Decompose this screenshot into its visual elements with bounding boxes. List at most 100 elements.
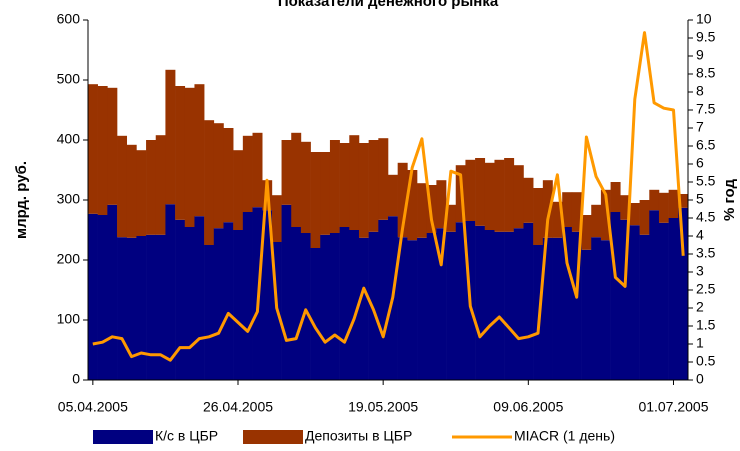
- y2-tick-label: 3: [696, 263, 704, 279]
- bar-segment: [494, 231, 505, 380]
- bar-segment: [329, 233, 340, 380]
- bar-segment: [252, 132, 263, 208]
- y2-tick-label: 0: [696, 371, 704, 387]
- bar-segment: [542, 180, 553, 238]
- y2-axis-label: % год: [721, 179, 738, 222]
- bar-segment: [175, 219, 186, 380]
- y-tick-label: 200: [57, 251, 81, 267]
- bar-segment: [368, 140, 379, 232]
- y2-tick-label: 3.5: [696, 245, 716, 261]
- bar-segment: [136, 150, 147, 236]
- bar-segment: [591, 237, 602, 380]
- bar-segment: [310, 152, 321, 248]
- y2-tick-label: 5: [696, 191, 704, 207]
- y-tick-label: 400: [57, 131, 81, 147]
- bar-segment: [523, 177, 534, 223]
- bar-segment: [88, 213, 98, 380]
- bar-segment: [542, 237, 553, 380]
- bar-segment: [446, 204, 457, 232]
- bar-segment: [484, 230, 495, 380]
- bar-segment: [388, 174, 398, 217]
- chart-title: Показатели денежного рынка: [278, 0, 499, 10]
- bar-segment: [291, 227, 302, 380]
- y2-tick-label: 6: [696, 155, 704, 171]
- bar-segment: [146, 140, 157, 235]
- bar-segment: [513, 165, 524, 229]
- bar-segment: [562, 192, 573, 227]
- bar-segment: [165, 69, 176, 205]
- y2-tick-label: 5.5: [696, 173, 716, 189]
- bar-segment: [668, 189, 679, 218]
- legend-label: К/с в ЦБР: [155, 428, 218, 444]
- bar-segment: [600, 240, 611, 380]
- bar-segment: [475, 225, 486, 380]
- x-tick-label: 01.07.2005: [638, 399, 708, 415]
- bar-segment: [417, 183, 428, 238]
- bar-segment: [465, 159, 476, 221]
- bar-segment: [562, 227, 573, 380]
- bar-segment: [533, 245, 544, 380]
- bar-segment: [223, 128, 234, 223]
- bar-segment: [436, 180, 447, 229]
- bar-segment: [658, 192, 669, 223]
- bar-segment: [658, 222, 669, 380]
- bar-segment: [378, 138, 389, 220]
- bar-segment: [320, 234, 331, 380]
- bar-segment: [88, 84, 98, 214]
- bar-segment: [649, 189, 660, 211]
- bar-segment: [407, 240, 418, 380]
- bar-segment: [455, 222, 466, 380]
- bar-segment: [233, 150, 244, 230]
- legend-label: MIACR (1 день): [514, 428, 615, 444]
- bar-segment: [581, 215, 592, 250]
- y-tick-label: 100: [57, 311, 81, 327]
- bar-segment: [678, 194, 689, 208]
- bar-segment: [552, 201, 563, 238]
- x-tick-label: 05.04.2005: [58, 399, 128, 415]
- bar-segment: [629, 225, 640, 380]
- bar-segment: [271, 195, 282, 242]
- bar-segment: [117, 237, 128, 380]
- bar-segment: [358, 143, 369, 238]
- bar-segment: [262, 210, 273, 380]
- y2-tick-label: 8: [696, 83, 704, 99]
- bar-segment: [494, 159, 505, 232]
- bar-segment: [339, 227, 350, 380]
- bar-segment: [571, 192, 582, 232]
- bar-segment: [397, 162, 408, 238]
- bar-segment: [600, 189, 611, 241]
- y-tick-label: 500: [57, 71, 81, 87]
- bar-segment: [175, 86, 186, 220]
- bar-segment: [358, 237, 369, 380]
- y2-tick-label: 8.5: [696, 65, 716, 81]
- bar-segment: [184, 227, 195, 380]
- bar-segment: [213, 228, 224, 380]
- y2-tick-label: 7.5: [696, 101, 716, 117]
- bar-segment: [310, 248, 321, 380]
- bar-segment: [242, 135, 253, 212]
- bar-segment: [513, 228, 524, 380]
- bar-segment: [639, 200, 650, 235]
- bar-segment: [378, 219, 389, 380]
- y2-tick-label: 9.5: [696, 29, 716, 45]
- bar-segment: [610, 182, 621, 212]
- bar-segment: [107, 204, 118, 380]
- bar-segment: [107, 87, 118, 205]
- y2-tick-label: 10: [696, 11, 712, 27]
- bar-segment: [165, 204, 176, 380]
- bar-segment: [678, 207, 689, 380]
- bar-segment: [136, 236, 147, 380]
- bar-segment: [397, 237, 408, 380]
- bar-segment: [223, 222, 234, 380]
- bar-segment: [97, 215, 108, 380]
- bar-segment: [117, 135, 128, 238]
- y2-tick-label: 4.5: [696, 209, 716, 225]
- bar-segment: [291, 132, 302, 227]
- y2-tick-label: 2.5: [696, 281, 716, 297]
- y2-tick-label: 9: [696, 47, 704, 63]
- bar-segment: [97, 86, 108, 215]
- bar-segment: [571, 231, 582, 380]
- bar-segment: [436, 228, 447, 380]
- bar-segment: [126, 237, 137, 380]
- x-tick-label: 26.04.2005: [203, 399, 273, 415]
